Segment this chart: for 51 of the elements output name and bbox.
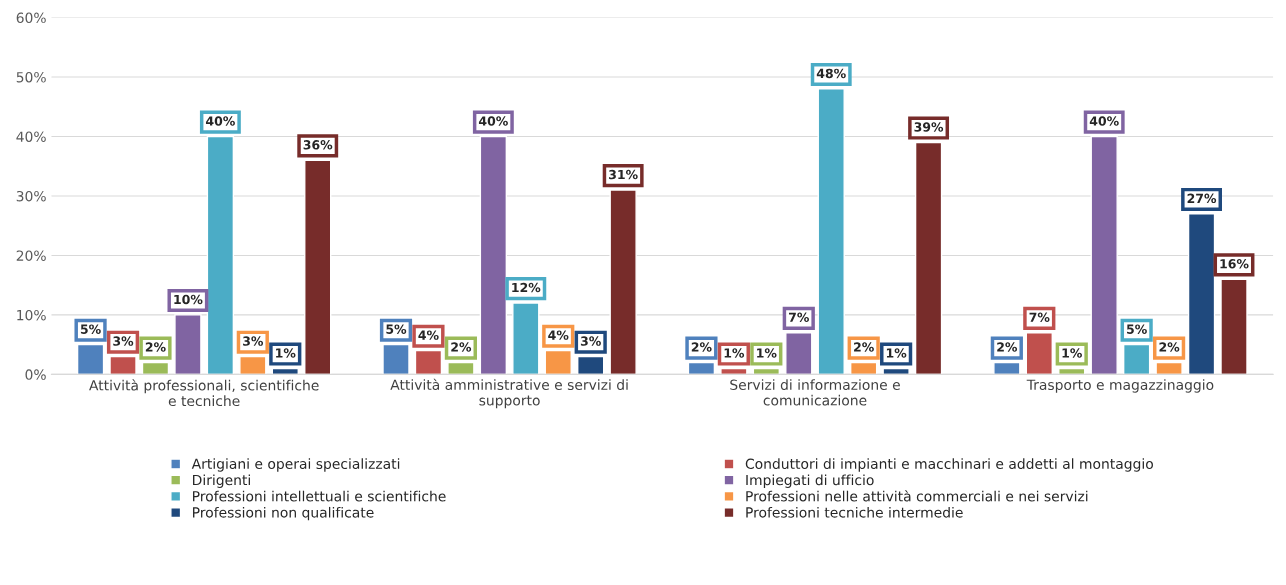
data-label: 27% (1187, 193, 1217, 204)
legend-label: Impiegati di ufficio (746, 474, 874, 488)
legend-label: Artigiani e operai specializzati (191, 458, 400, 472)
y-tick-label: 20% (16, 250, 46, 261)
y-tick-label: 60% (16, 12, 46, 24)
data-label: 3% (113, 336, 134, 346)
data-label: 31% (609, 169, 638, 180)
data-label: 2% (145, 342, 166, 352)
data-label: 4% (548, 330, 569, 340)
data-label: 40% (1089, 116, 1119, 126)
y-tick-label: 10% (17, 309, 46, 321)
data-label: 40% (478, 116, 508, 126)
data-label: 4% (418, 330, 439, 340)
data-label: 36% (303, 140, 333, 150)
legend-label: Dirigenti (193, 474, 250, 488)
y-tick-label: 50% (16, 71, 46, 83)
data-label: 1% (724, 348, 745, 358)
data-label: 1% (276, 348, 296, 358)
y-tick-label: 0% (25, 369, 46, 380)
data-label: 10% (174, 294, 203, 305)
x-tick-label: Attività professionali, scientifiche e tecniche (89, 379, 319, 407)
data-label: 1% (757, 348, 777, 358)
data-label: 16% (1220, 259, 1249, 269)
legend-label: Conduttori di impianti e macchinari e addetti al montaggio (745, 458, 1153, 472)
data-label: 2% (691, 342, 712, 352)
data-label: 7% (1029, 312, 1050, 323)
data-label: 3% (243, 336, 264, 346)
data-label: 48% (816, 68, 846, 79)
legend-label: Professioni tecniche intermedie (746, 506, 963, 518)
data-label: 5% (1127, 324, 1147, 334)
x-tick-label: Attività amministrative e servizi di supporto (390, 378, 628, 409)
data-label: 1% (1062, 348, 1082, 358)
data-label: 1% (886, 348, 907, 358)
data-label: 7% (789, 312, 809, 323)
data-label: 5% (386, 324, 407, 334)
legend-label: Professioni nelle attività commerciali e nei servizi (746, 490, 1088, 502)
y-tick-label: 40% (16, 131, 46, 142)
data-label: 40% (205, 116, 235, 126)
data-label: 2% (997, 342, 1018, 352)
data-label: 39% (914, 122, 944, 132)
legend-label: Professioni intellettuali e scientifiche (193, 490, 446, 502)
data-label: 12% (512, 282, 541, 293)
data-label: 3% (580, 336, 601, 346)
data-label: 2% (854, 342, 874, 352)
data-label: 2% (1159, 342, 1180, 352)
data-label: 5% (80, 324, 101, 334)
y-tick-label: 30% (16, 190, 46, 202)
data-label: 2% (451, 342, 472, 352)
x-tick-label: Trasporto e magazzinaggio (1026, 379, 1214, 393)
legend-label: Professioni non qualificate (193, 506, 374, 521)
x-tick-label: Servizi di informazione e comunicazione (730, 379, 900, 406)
